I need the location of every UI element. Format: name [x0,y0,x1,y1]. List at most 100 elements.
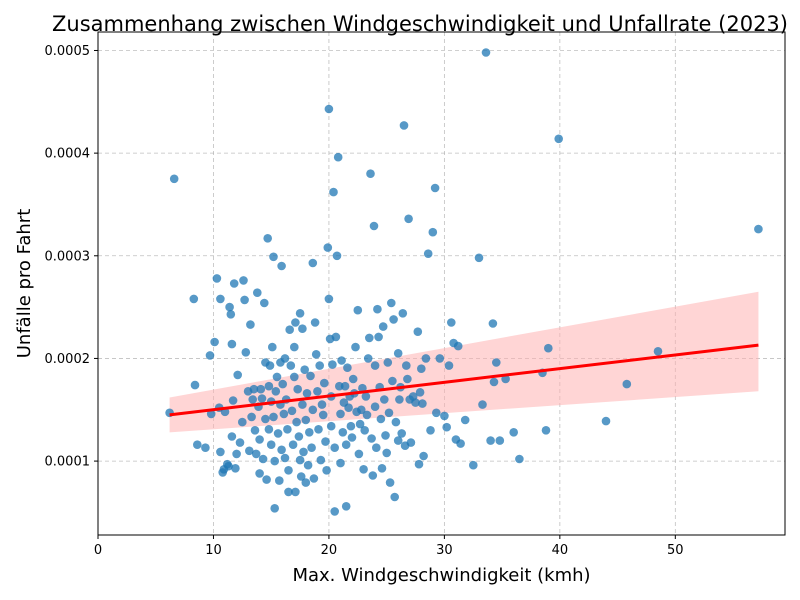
data-point [252,288,262,298]
data-point [305,428,314,437]
data-point [277,261,286,271]
data-point [346,421,356,431]
data-point [377,464,387,473]
data-point [283,425,292,434]
data-point [442,422,452,432]
data-point [303,460,313,470]
data-point [432,408,441,418]
plot-frame [97,31,786,536]
data-point [273,429,283,438]
x-tick-label: 20 [321,543,338,558]
data-point [440,411,449,421]
data-point [210,337,219,347]
x-tick-label: 30 [436,543,453,558]
data-point [366,169,375,178]
data-point [391,417,401,427]
data-point [224,461,233,471]
data-point [270,456,280,466]
data-point [278,379,288,389]
data-point [201,443,210,453]
data-point [360,426,370,435]
data-point [369,221,379,231]
data-point [355,419,365,429]
data-point [381,431,390,440]
x-tick-label: 10 [205,543,222,558]
data-point [411,398,420,407]
data-point [232,449,241,459]
data-point [341,502,351,511]
data-point [351,342,360,352]
data-point [247,412,256,422]
data-point [444,361,454,370]
data-point [328,360,337,369]
data-point [271,387,281,396]
data-point [417,364,426,374]
grid-layer [97,32,785,535]
data-point [295,455,305,465]
data-point [382,448,392,458]
data-point [280,354,290,363]
data-point [389,315,398,324]
data-point [301,415,311,425]
data-point [324,294,334,304]
data-point [373,304,382,314]
data-point [336,458,345,468]
data-point [330,443,340,453]
y-tick-label: 0.0001 [45,455,91,470]
data-point [460,415,470,425]
data-point [302,389,312,398]
data-point [481,48,491,57]
data-point [622,379,632,389]
data-point [260,298,269,308]
data-point [354,449,364,459]
data-point [323,243,333,252]
x-tick-label: 0 [94,543,102,558]
x-axis-label: Max. Windgeschwindigkeit (kmh) [292,565,590,586]
data-point [169,174,179,184]
data-point [333,152,343,162]
data-point [255,469,264,478]
data-point [291,318,300,327]
data-point [393,349,403,358]
data-point [294,432,304,441]
data-point [264,425,274,434]
data-point [287,406,297,416]
data-point [288,440,298,450]
data-point [263,234,273,243]
data-point [238,417,247,427]
data-point [316,455,326,465]
data-point [322,466,331,475]
data-point [365,333,374,343]
data-point [347,433,357,442]
data-point [453,341,463,351]
data-point [266,440,276,450]
data-point [385,478,395,487]
data-point [300,365,310,375]
data-point [269,412,278,422]
data-point [403,374,412,384]
data-point [488,319,498,328]
data-point [383,358,393,367]
x-tick-label: 50 [667,543,684,558]
data-point [398,309,408,318]
data-point [296,472,306,481]
data-point [277,445,286,455]
data-point [415,388,425,397]
data-point [248,395,257,404]
data-point [245,446,254,456]
data-point [370,361,380,370]
data-point [435,354,445,363]
data-point [395,395,404,404]
data-point [310,318,320,327]
data-point [262,475,271,484]
data-point [447,318,456,327]
data-point [390,492,400,502]
data-point [368,471,378,480]
data-point [374,332,383,342]
data-point [314,425,323,434]
data-point [280,453,290,463]
data-point [326,421,336,431]
data-point [269,252,278,262]
data-point [268,342,277,352]
